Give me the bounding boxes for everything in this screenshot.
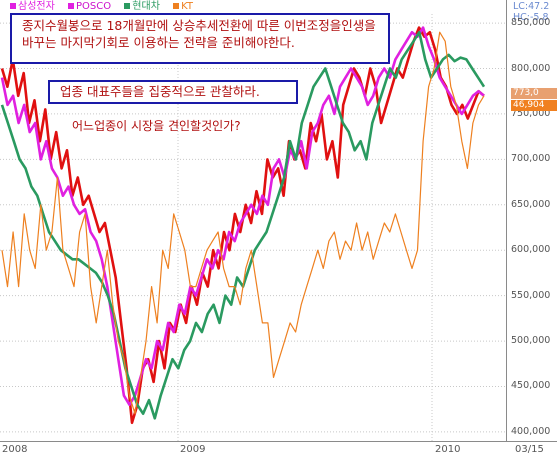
legend-item-2[interactable]: 현대차 <box>120 1 160 12</box>
legend-label-3: KT <box>181 1 193 12</box>
y-tick-8: 450,000 <box>511 380 551 392</box>
annotation-box-observe: 업종 대표주들을 집중적으로 관찰하라. <box>48 80 298 104</box>
x-axis-bar: 2008 2009 2010 03/15 <box>0 441 557 459</box>
x-tick-2010: 2010 <box>435 444 461 455</box>
readout-lc: LC:47.2 <box>513 1 550 12</box>
legend-label-2: 현대차 <box>132 1 160 12</box>
legend: 삼성전자 POSCO 현대차 KT <box>0 0 506 14</box>
series-line-3 <box>1 31 485 415</box>
readout-hc: HC:-5.8 <box>513 12 549 23</box>
legend-item-1[interactable]: POSCO <box>64 1 111 12</box>
annotation-question: 어느업종이 시장을 견인할것인가? <box>72 119 241 133</box>
plot-svg <box>0 14 506 441</box>
x-tick-2009: 2009 <box>180 444 206 455</box>
y-tick-4: 650,000 <box>511 198 551 210</box>
series-line-1 <box>0 26 485 407</box>
price-tag-0: 773,0 <box>511 88 557 100</box>
y-tick-5: 600,000 <box>511 244 551 256</box>
annotation-text-observe: 업종 대표주들을 집중적으로 관찰하라. <box>60 84 260 99</box>
y-tick-9: 400,000 <box>511 425 551 437</box>
annotation-text-strategy: 종지수월봉으로 18개월만에 상승추세전환에 따른 이번조정을인생을 바꾸는 마… <box>22 18 376 50</box>
legend-item-0[interactable]: 삼성전자 <box>6 1 55 12</box>
price-tag-1: 46,904 <box>511 100 557 112</box>
y-tick-1: 800,000 <box>511 62 551 74</box>
y-axis-panel: LC:47.2 HC:-5.8 850,000 800,000 750,000 700… <box>506 0 557 459</box>
x-tick-date: 03/15 <box>515 444 544 455</box>
annotation-box-strategy: 종지수월봉으로 18개월만에 상승추세전환에 따른 이번조정을인생을 바꾸는 마… <box>10 13 390 64</box>
y-tick-3: 700,000 <box>511 153 551 165</box>
legend-item-3[interactable]: KT <box>169 1 193 12</box>
y-tick-6: 550,000 <box>511 289 551 301</box>
y-tick-0: 850,000 <box>511 17 551 29</box>
y-tick-2: 750,000 <box>511 107 551 119</box>
y-tick-7: 500,000 <box>511 335 551 347</box>
legend-label-1: POSCO <box>76 1 112 12</box>
x-tick-2008: 2008 <box>2 444 28 455</box>
legend-label-0: 삼성전자 <box>18 1 55 12</box>
